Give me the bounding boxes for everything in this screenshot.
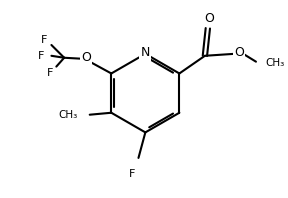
Text: F: F (37, 51, 44, 61)
Text: O: O (204, 12, 214, 25)
Text: CH₃: CH₃ (59, 110, 78, 120)
Text: N: N (141, 46, 150, 59)
Text: F: F (128, 169, 135, 179)
Text: F: F (47, 69, 54, 78)
Text: F: F (41, 35, 48, 45)
Text: CH₃: CH₃ (266, 58, 285, 68)
Text: O: O (234, 46, 244, 59)
Text: O: O (81, 51, 91, 64)
